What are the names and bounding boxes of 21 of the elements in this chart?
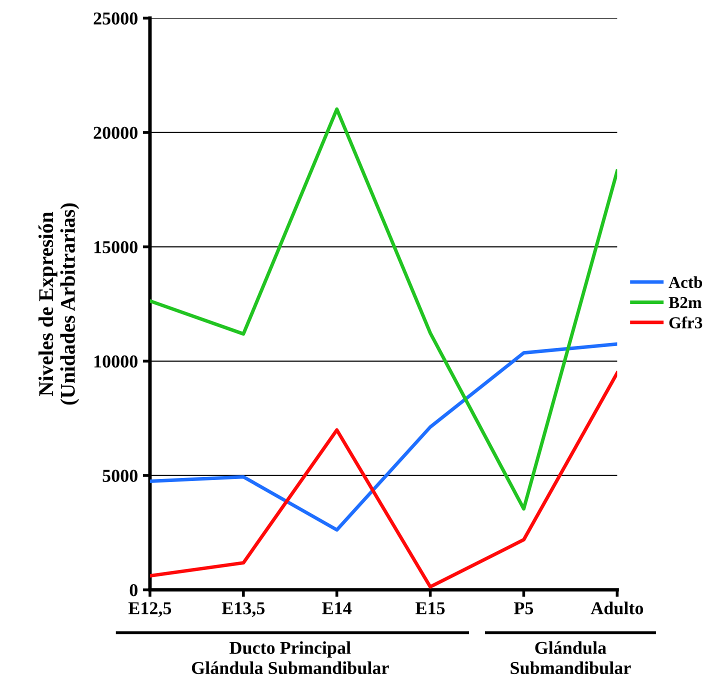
legend-label: Gfr3: [669, 316, 702, 328]
y-tick-label: 15000: [94, 241, 138, 254]
line-series: [150, 342, 618, 532]
line-series: [150, 371, 618, 589]
y-axis-title: Niveles de Expresión (Unidades Arbitrarias): [38, 203, 80, 405]
y-tick-label: 0: [130, 584, 138, 596]
text: Ducto Principal Glándula Submandibular: [192, 641, 389, 674]
x-tick-label: E14: [322, 602, 352, 614]
legend-label: Actb: [668, 276, 702, 288]
x-tick-label: Adulto: [590, 602, 644, 614]
y-tick-label: 25000: [94, 12, 138, 25]
line-series: [150, 107, 618, 511]
x-tick-label: E12,5: [128, 602, 172, 617]
x-tick-label: E13,5: [222, 602, 265, 617]
y-tick-label: 5000: [102, 470, 138, 482]
legend-label: B2m: [668, 297, 702, 308]
text: Glándula Submandibular: [510, 641, 631, 674]
y-tick-label: 10000: [94, 355, 138, 368]
y-tick-label: 20000: [94, 126, 138, 139]
x-tick-label: P5: [514, 602, 534, 614]
x-tick-label: E15: [416, 602, 445, 614]
